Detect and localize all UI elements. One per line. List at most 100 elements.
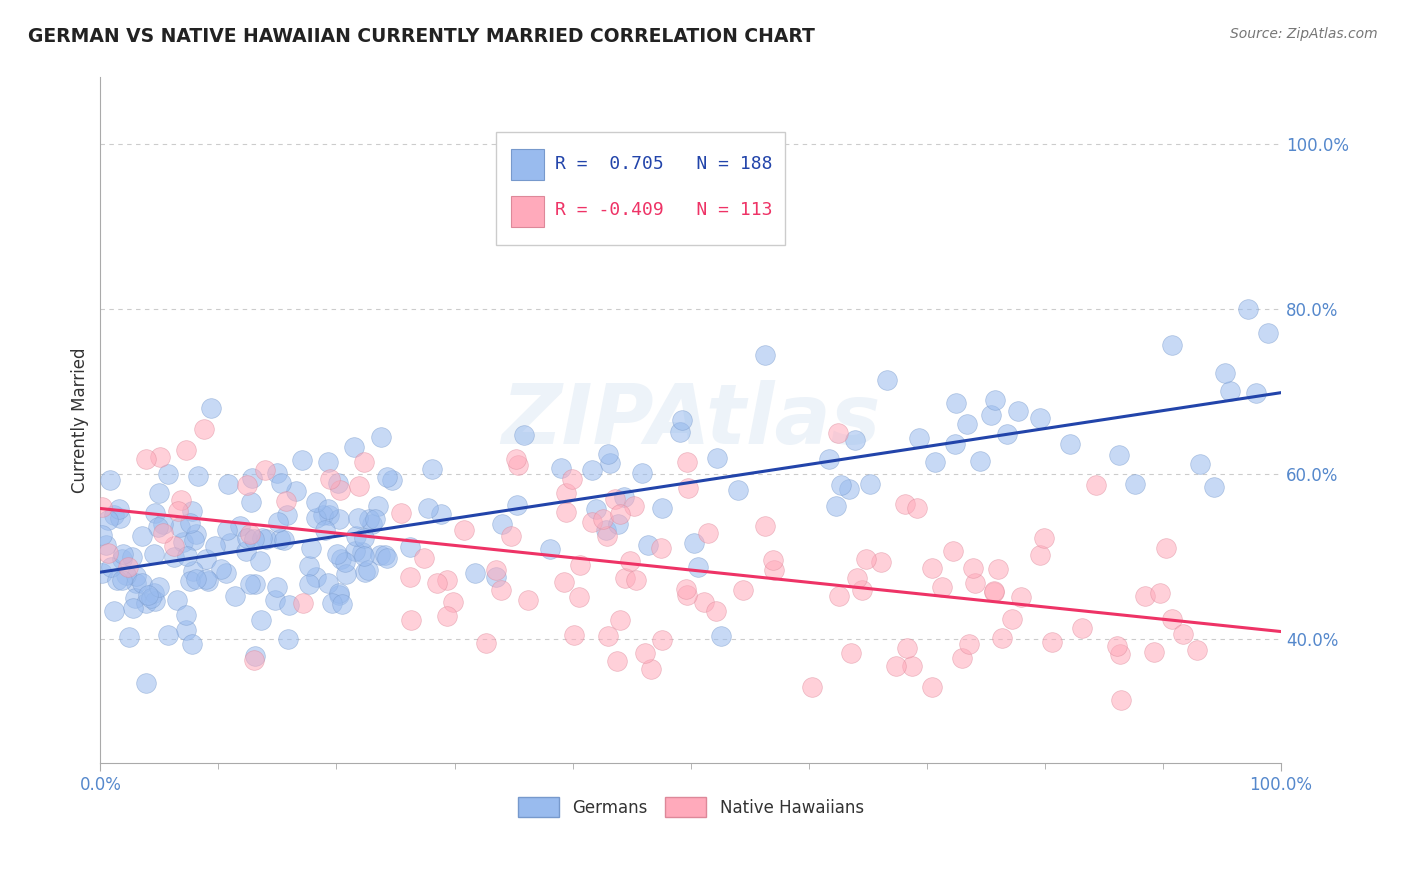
Point: [367, 499, 389, 513]
Point: [316, 455, 339, 469]
Point: [112, 547, 135, 561]
Point: [605, 492, 627, 507]
Point: [727, 483, 749, 497]
Point: [143, 594, 166, 608]
Point: [952, 650, 974, 665]
Point: [474, 636, 496, 650]
Point: [1244, 385, 1267, 400]
Text: Source: ZipAtlas.com: Source: ZipAtlas.com: [1230, 27, 1378, 41]
Point: [163, 549, 186, 564]
Point: [328, 588, 350, 602]
Point: [640, 662, 662, 676]
Point: [704, 604, 727, 618]
Point: [426, 576, 449, 591]
Point: [838, 483, 860, 497]
Point: [353, 455, 375, 469]
Point: [243, 532, 266, 546]
Point: [675, 588, 697, 602]
Point: [111, 574, 134, 588]
Text: R = -0.409   N = 113: R = -0.409 N = 113: [555, 202, 772, 219]
Point: [124, 591, 146, 606]
Point: [1109, 647, 1132, 661]
Point: [1133, 589, 1156, 603]
Point: [464, 566, 486, 580]
Point: [135, 451, 157, 466]
Point: [623, 499, 645, 513]
Point: [800, 680, 823, 694]
Point: [181, 564, 204, 578]
Point: [896, 640, 918, 655]
Point: [983, 585, 1005, 599]
Point: [696, 525, 718, 540]
Point: [846, 571, 869, 585]
Point: [505, 452, 527, 467]
Point: [353, 565, 375, 579]
Point: [754, 519, 776, 533]
Point: [762, 553, 785, 567]
Point: [96, 538, 118, 552]
Point: [143, 586, 166, 600]
Point: [125, 576, 148, 591]
Point: [983, 584, 1005, 599]
Point: [97, 513, 120, 527]
Point: [166, 592, 188, 607]
Text: ZIPAtlas: ZIPAtlas: [501, 380, 880, 461]
Point: [249, 613, 271, 627]
Point: [631, 466, 654, 480]
Point: [219, 535, 242, 549]
Point: [117, 559, 139, 574]
Point: [98, 473, 121, 487]
Point: [370, 430, 392, 444]
Point: [381, 473, 404, 487]
Point: [353, 549, 375, 563]
Point: [1161, 337, 1184, 351]
Point: [111, 552, 134, 566]
Point: [143, 548, 166, 562]
Point: [254, 532, 277, 546]
Point: [1029, 548, 1052, 562]
Point: [506, 498, 529, 512]
Point: [1105, 639, 1128, 653]
Point: [671, 413, 693, 427]
Point: [264, 593, 287, 607]
Point: [273, 533, 295, 547]
Point: [131, 575, 153, 590]
Point: [1219, 384, 1241, 398]
Point: [312, 508, 335, 522]
FancyBboxPatch shape: [512, 150, 544, 180]
Point: [1187, 643, 1209, 657]
Point: [599, 456, 621, 470]
Point: [305, 570, 328, 584]
Point: [91, 566, 114, 580]
Point: [956, 417, 979, 432]
Point: [598, 629, 620, 643]
Point: [844, 434, 866, 448]
Point: [347, 479, 370, 493]
Point: [894, 497, 917, 511]
Point: [412, 551, 434, 566]
Point: [884, 659, 907, 673]
Point: [299, 541, 322, 556]
Point: [399, 541, 422, 555]
Point: [436, 573, 458, 587]
Point: [595, 524, 617, 538]
Point: [969, 453, 991, 467]
Point: [731, 583, 754, 598]
Point: [374, 548, 396, 562]
Point: [172, 534, 194, 549]
Point: [596, 529, 619, 543]
Point: [100, 560, 122, 574]
Point: [136, 588, 159, 602]
Point: [399, 570, 422, 584]
Point: [240, 495, 263, 509]
Point: [513, 428, 536, 442]
Point: [907, 431, 929, 445]
Point: [318, 508, 340, 522]
Point: [352, 545, 374, 559]
Point: [945, 436, 967, 450]
Point: [335, 567, 357, 582]
Point: [900, 659, 922, 673]
Point: [357, 512, 380, 526]
Point: [239, 527, 262, 541]
Point: [249, 554, 271, 568]
